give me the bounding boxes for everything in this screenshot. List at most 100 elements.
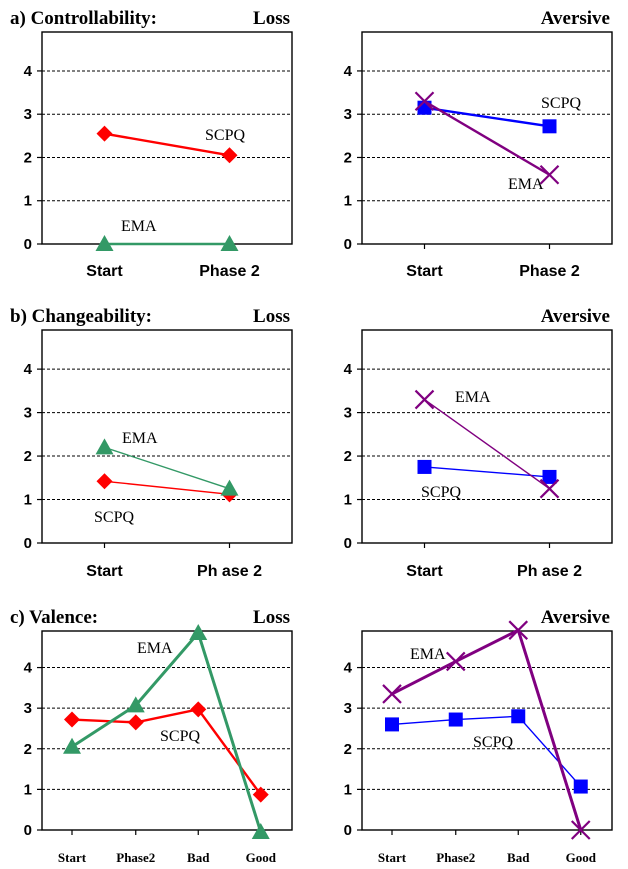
- y-tick-label: 4: [344, 361, 353, 378]
- condition-label: Loss: [253, 607, 290, 628]
- x-tick-label: Good: [566, 850, 597, 865]
- y-tick-label: 3: [344, 405, 352, 422]
- plot-frame: [41, 329, 293, 544]
- x-tick-label: Ph ase 2: [517, 563, 582, 580]
- data-point-scpq: [417, 459, 432, 474]
- y-tick-label: 3: [24, 405, 32, 422]
- series-scpq: SCPQ: [96, 125, 245, 164]
- chart-2-0: Loss 0 1 2 3 4 Start Phase2 Bad Good SCPQ EMA: [24, 607, 293, 865]
- plot-frame: [361, 630, 613, 831]
- data-point-ema: [539, 164, 560, 185]
- series-label: EMA: [121, 218, 157, 235]
- section-title: c) Valence:: [10, 607, 98, 628]
- data-point-ema: [220, 235, 239, 251]
- y-tick-label: 4: [24, 361, 33, 378]
- data-point-ema: [95, 438, 114, 455]
- y-tick-label: 3: [24, 700, 32, 717]
- condition-label: Loss: [253, 8, 290, 29]
- plot-frame: [41, 31, 293, 245]
- y-tick-label: 0: [24, 822, 32, 839]
- series-ema: EMA: [414, 389, 560, 499]
- series-line: [71, 708, 262, 796]
- data-point-scpq: [221, 147, 238, 164]
- series-line: [424, 398, 550, 490]
- x-tick-label: Ph ase 2: [197, 563, 262, 580]
- data-point-scpq: [96, 473, 113, 490]
- chart-1-1: Aversive 0 1 2 3 4 Start Ph ase 2 SCPQ EMA: [344, 306, 613, 580]
- y-tick-label: 0: [344, 236, 352, 253]
- y-tick-label: 4: [24, 63, 33, 80]
- series-line: [424, 466, 550, 478]
- section-title: b) Changeability:: [10, 306, 152, 327]
- section-title: a) Controllability:: [10, 8, 157, 29]
- data-point-scpq: [573, 779, 588, 794]
- series-scpq: SCPQ: [94, 473, 238, 526]
- data-point-ema: [126, 696, 145, 713]
- data-point-ema: [95, 235, 114, 251]
- data-point-ema: [251, 823, 270, 840]
- data-point-scpq: [542, 469, 557, 484]
- x-tick-label: Start: [58, 850, 87, 865]
- series-line: [391, 628, 583, 831]
- series-scpq: SCPQ: [385, 709, 588, 794]
- y-tick-label: 1: [344, 781, 352, 798]
- series-ema: EMA: [95, 218, 239, 251]
- chart-1-0: Loss 0 1 2 3 4 Start Ph ase 2 SCPQ EMA: [24, 306, 293, 580]
- x-tick-label: Good: [246, 850, 277, 865]
- y-tick-label: 0: [24, 535, 32, 552]
- y-tick-label: 1: [24, 193, 32, 210]
- y-tick-label: 2: [344, 149, 352, 166]
- data-point-scpq: [511, 709, 526, 724]
- y-tick-label: 3: [24, 106, 32, 123]
- y-tick-label: 4: [24, 660, 33, 677]
- series-label: SCPQ: [94, 509, 134, 526]
- y-tick-label: 3: [344, 106, 352, 123]
- series-ema: EMA: [414, 91, 560, 193]
- x-tick-label: Bad: [507, 850, 530, 865]
- y-tick-label: 2: [344, 741, 352, 758]
- series-label: EMA: [508, 176, 544, 193]
- series-line: [423, 100, 551, 176]
- series-label: EMA: [137, 640, 173, 657]
- y-tick-label: 2: [344, 448, 352, 465]
- y-tick-label: 1: [344, 492, 352, 509]
- y-tick-label: 4: [344, 660, 353, 677]
- condition-label: Aversive: [541, 607, 610, 628]
- y-tick-label: 4: [344, 63, 353, 80]
- series-line: [71, 630, 263, 833]
- data-point-ema: [508, 620, 529, 640]
- series-scpq: SCPQ: [417, 459, 557, 501]
- data-point-scpq: [252, 786, 269, 803]
- series-label: SCPQ: [421, 484, 461, 501]
- data-point-ema: [189, 624, 208, 641]
- y-tick-label: 1: [344, 193, 352, 210]
- y-tick-label: 3: [344, 700, 352, 717]
- series-label: SCPQ: [541, 95, 581, 112]
- x-tick-label: Start: [86, 563, 123, 580]
- data-point-scpq: [127, 714, 144, 731]
- x-tick-label: Start: [378, 850, 407, 865]
- y-tick-label: 1: [24, 781, 32, 798]
- data-point-scpq: [64, 711, 80, 728]
- condition-label: Loss: [253, 306, 290, 327]
- series-label: SCPQ: [205, 127, 245, 144]
- data-point-ema: [414, 389, 435, 410]
- data-point-ema: [539, 478, 560, 499]
- x-tick-label: Bad: [187, 850, 210, 865]
- data-point-scpq: [385, 717, 399, 732]
- y-tick-label: 0: [344, 822, 352, 839]
- data-point-ema: [63, 737, 81, 754]
- series-label: EMA: [410, 646, 446, 663]
- series-label: EMA: [455, 389, 491, 406]
- series-line: [104, 446, 230, 490]
- x-tick-label: Phase 2: [519, 263, 580, 280]
- y-tick-label: 0: [344, 535, 352, 552]
- data-point-ema: [382, 684, 402, 704]
- plot-frame: [361, 329, 613, 544]
- data-point-scpq: [542, 119, 557, 134]
- data-point-ema: [445, 651, 466, 672]
- series-scpq: SCPQ: [64, 701, 269, 803]
- x-tick-label: Phase 2: [199, 263, 260, 280]
- x-tick-label: Phase2: [116, 850, 155, 865]
- x-tick-label: Start: [406, 563, 443, 580]
